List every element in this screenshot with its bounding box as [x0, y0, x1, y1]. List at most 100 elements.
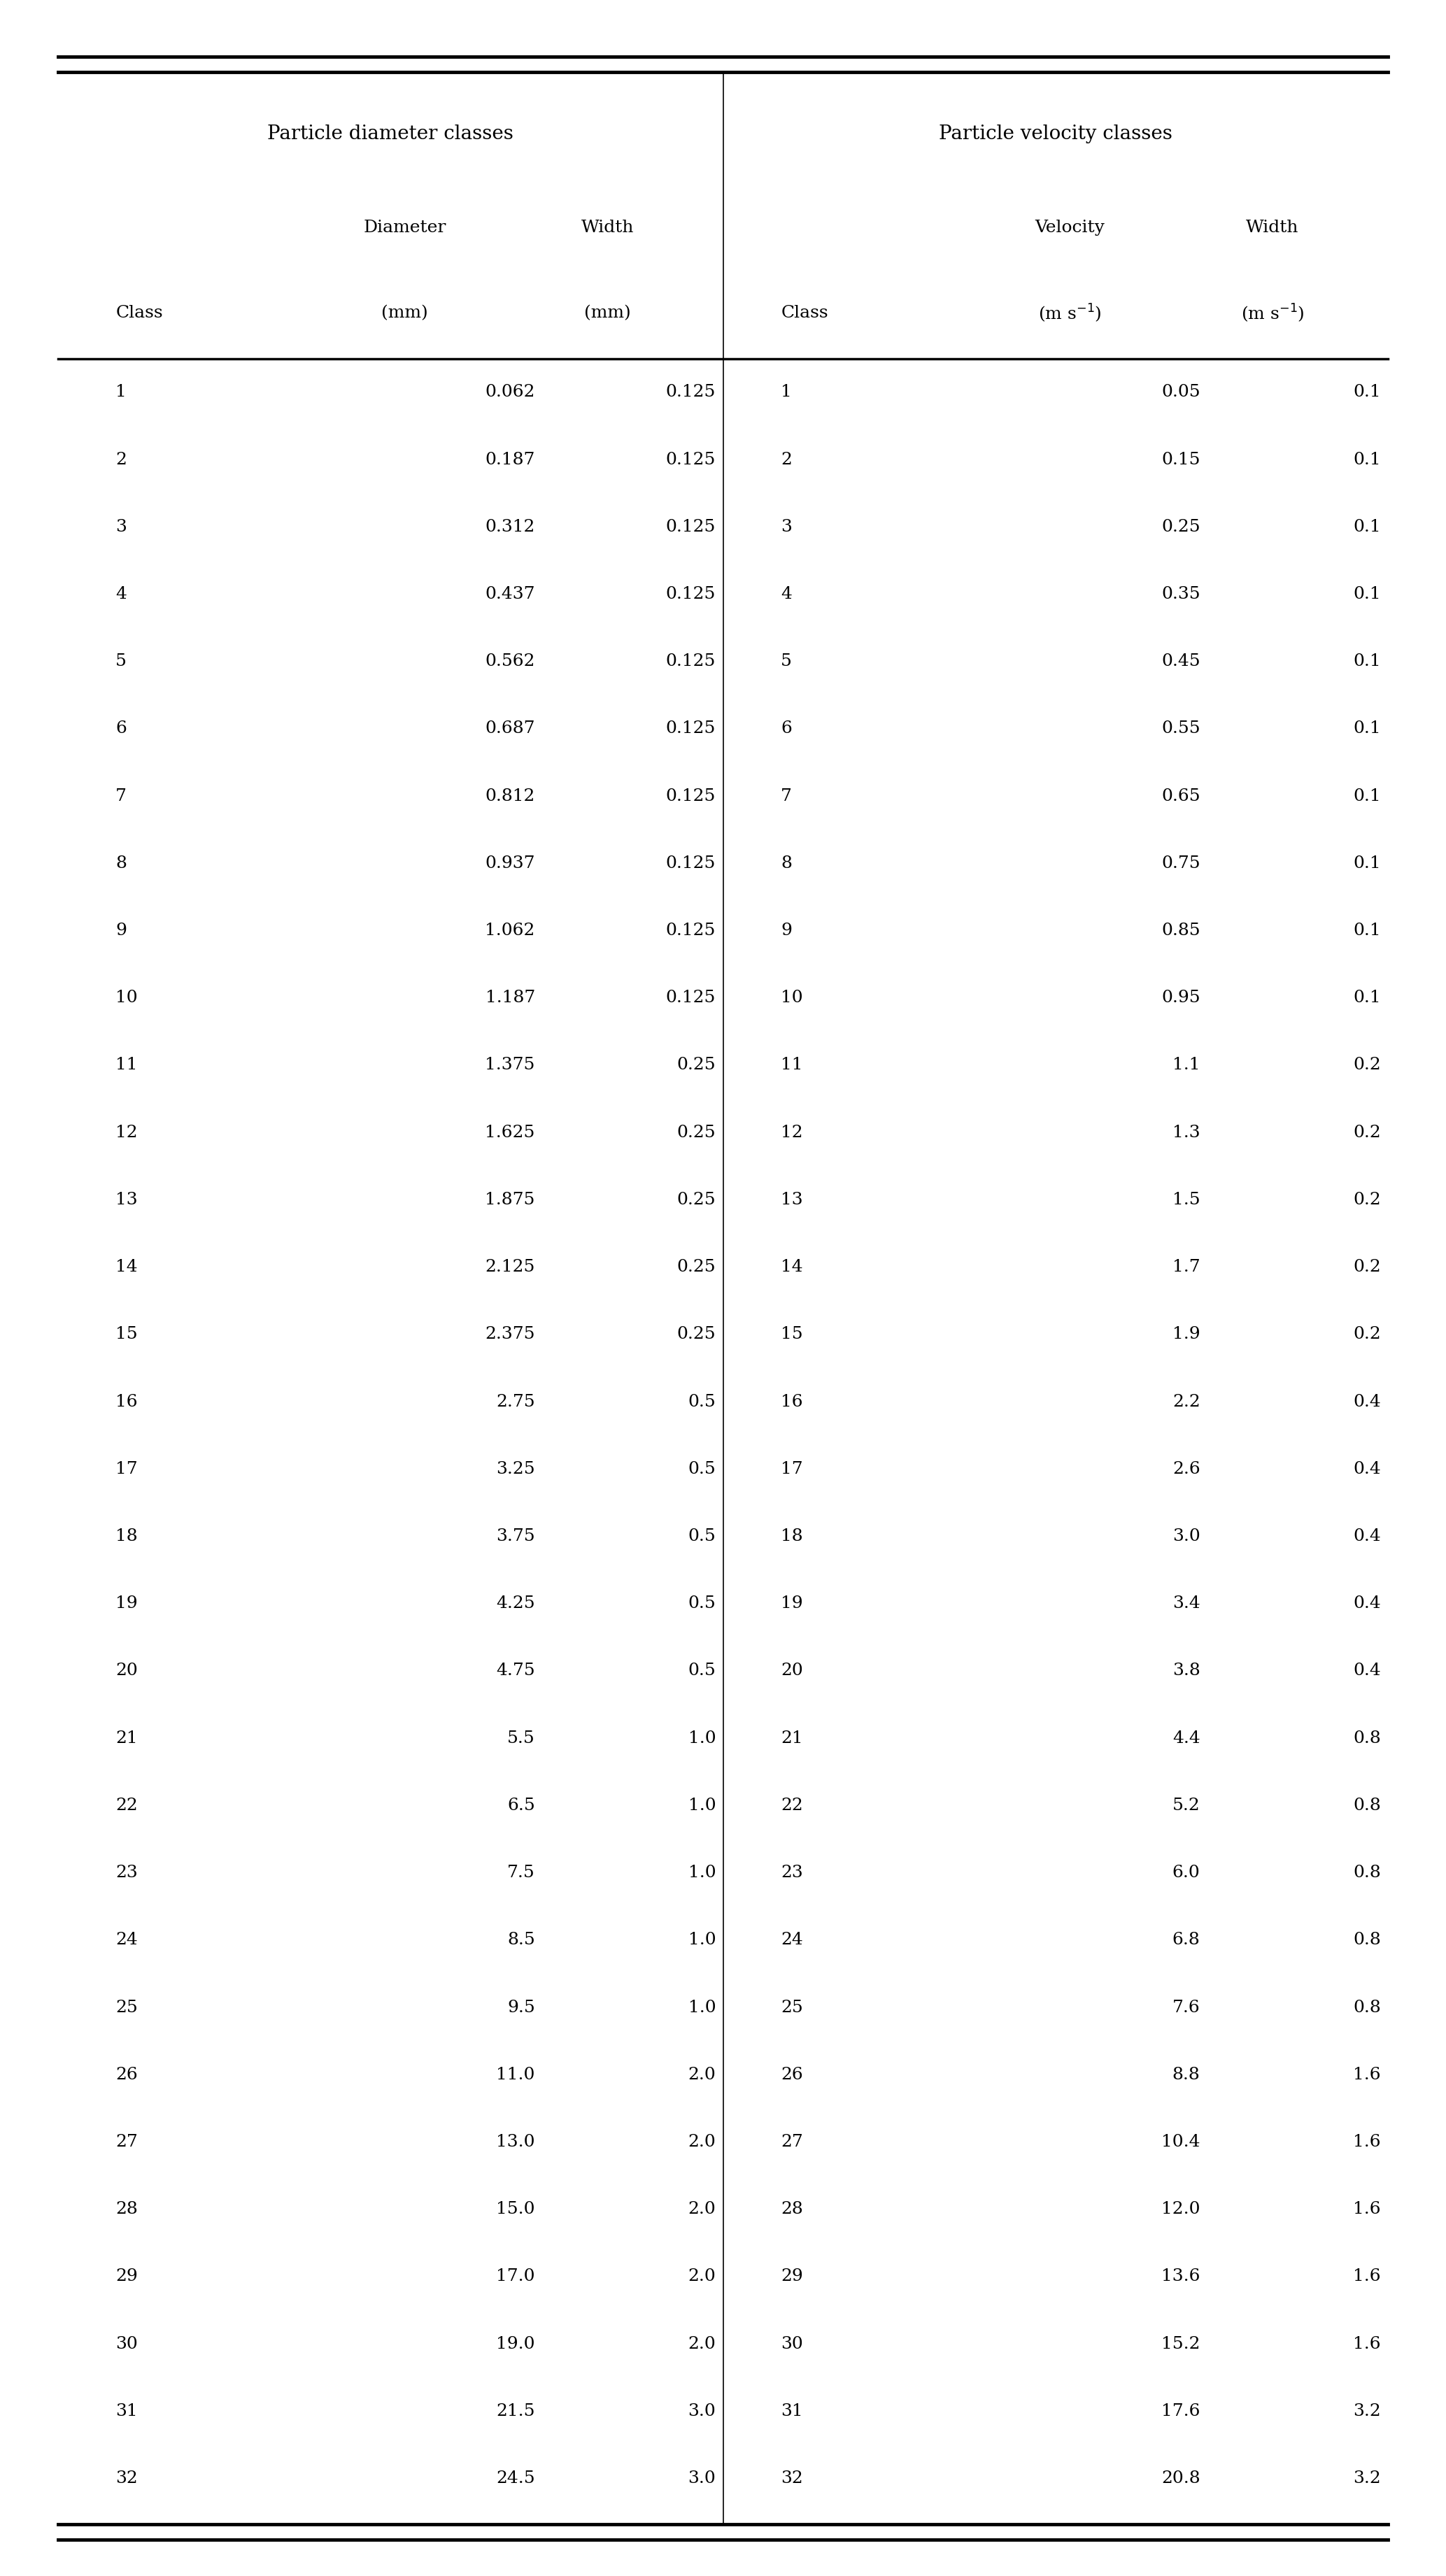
Text: 0.85: 0.85 — [1161, 922, 1200, 938]
Text: 2.6: 2.6 — [1173, 1461, 1200, 1476]
Text: 25: 25 — [116, 1999, 137, 2014]
Text: 32: 32 — [781, 2470, 803, 2486]
Text: 2.2: 2.2 — [1173, 1394, 1200, 1409]
Text: 1.0: 1.0 — [688, 1865, 716, 1880]
Text: 25: 25 — [781, 1999, 803, 2014]
Text: 19.0: 19.0 — [496, 2336, 535, 2352]
Text: 8.5: 8.5 — [508, 1932, 535, 1947]
Text: 0.1: 0.1 — [1353, 989, 1381, 1007]
Text: (mm): (mm) — [584, 304, 630, 322]
Text: 0.15: 0.15 — [1161, 451, 1200, 469]
Text: 0.35: 0.35 — [1161, 587, 1200, 603]
Text: 5: 5 — [781, 654, 792, 670]
Text: 10: 10 — [116, 989, 137, 1007]
Text: 0.125: 0.125 — [665, 922, 716, 938]
Text: (m s$^{-1}$): (m s$^{-1}$) — [1038, 301, 1102, 325]
Text: 29: 29 — [781, 2269, 803, 2285]
Text: 0.25: 0.25 — [677, 1327, 716, 1342]
Text: 8: 8 — [781, 855, 792, 871]
Text: 17: 17 — [116, 1461, 137, 1476]
Text: 12: 12 — [781, 1126, 803, 1141]
Text: 5.2: 5.2 — [1173, 1798, 1200, 1814]
Text: 0.55: 0.55 — [1161, 721, 1200, 737]
Text: 1.875: 1.875 — [484, 1193, 535, 1208]
Text: 2.0: 2.0 — [688, 2202, 716, 2218]
Text: 0.8: 0.8 — [1353, 1798, 1381, 1814]
Text: 0.062: 0.062 — [484, 384, 535, 399]
Text: 15.0: 15.0 — [496, 2202, 535, 2218]
Text: 2.0: 2.0 — [688, 2269, 716, 2285]
Text: 9.5: 9.5 — [508, 1999, 535, 2014]
Text: 0.8: 0.8 — [1353, 1731, 1381, 1747]
Text: 29: 29 — [116, 2269, 137, 2285]
Text: 4: 4 — [116, 587, 127, 603]
Text: 22: 22 — [116, 1798, 137, 1814]
Text: 7.5: 7.5 — [508, 1865, 535, 1880]
Text: 14: 14 — [781, 1260, 803, 1275]
Text: 18: 18 — [116, 1528, 137, 1546]
Text: 0.8: 0.8 — [1353, 1865, 1381, 1880]
Text: 0.4: 0.4 — [1353, 1595, 1381, 1613]
Text: 20: 20 — [116, 1664, 137, 1680]
Text: 17.0: 17.0 — [496, 2269, 535, 2285]
Text: 14: 14 — [116, 1260, 137, 1275]
Text: 0.125: 0.125 — [665, 721, 716, 737]
Text: 1.187: 1.187 — [486, 989, 535, 1007]
Text: 1.0: 1.0 — [688, 1731, 716, 1747]
Text: 0.4: 0.4 — [1353, 1394, 1381, 1409]
Text: 21: 21 — [116, 1731, 137, 1747]
Text: 2.75: 2.75 — [496, 1394, 535, 1409]
Text: 32: 32 — [116, 2470, 137, 2486]
Text: 3.0: 3.0 — [688, 2470, 716, 2486]
Text: 0.125: 0.125 — [665, 989, 716, 1007]
Text: 6: 6 — [781, 721, 792, 737]
Text: (mm): (mm) — [382, 304, 428, 322]
Text: 21.5: 21.5 — [496, 2403, 535, 2419]
Text: 13: 13 — [781, 1193, 803, 1208]
Text: 2.125: 2.125 — [484, 1260, 535, 1275]
Text: 1.7: 1.7 — [1173, 1260, 1200, 1275]
Text: 2.375: 2.375 — [484, 1327, 535, 1342]
Text: 0.5: 0.5 — [688, 1664, 716, 1680]
Text: Particle velocity classes: Particle velocity classes — [938, 124, 1173, 144]
Text: 4: 4 — [781, 587, 792, 603]
Text: 0.2: 0.2 — [1353, 1260, 1381, 1275]
Text: 1.6: 1.6 — [1353, 2133, 1381, 2151]
Text: 0.25: 0.25 — [677, 1126, 716, 1141]
Text: 0.1: 0.1 — [1353, 451, 1381, 469]
Text: 30: 30 — [116, 2336, 137, 2352]
Text: 12: 12 — [116, 1126, 137, 1141]
Text: 1.6: 1.6 — [1353, 2202, 1381, 2218]
Text: 15: 15 — [116, 1327, 137, 1342]
Text: 2.0: 2.0 — [688, 2066, 716, 2084]
Text: 5.5: 5.5 — [508, 1731, 535, 1747]
Text: 19: 19 — [116, 1595, 137, 1613]
Text: 6.8: 6.8 — [1173, 1932, 1200, 1947]
Text: 1.0: 1.0 — [688, 1798, 716, 1814]
Text: 6.0: 6.0 — [1173, 1865, 1200, 1880]
Text: 0.25: 0.25 — [677, 1193, 716, 1208]
Text: 1.6: 1.6 — [1353, 2336, 1381, 2352]
Text: 0.687: 0.687 — [484, 721, 535, 737]
Text: 0.1: 0.1 — [1353, 922, 1381, 938]
Text: 1.9: 1.9 — [1173, 1327, 1200, 1342]
Text: 9: 9 — [781, 922, 792, 938]
Text: 0.2: 0.2 — [1353, 1193, 1381, 1208]
Text: 0.75: 0.75 — [1161, 855, 1200, 871]
Text: 0.4: 0.4 — [1353, 1461, 1381, 1476]
Text: 3.0: 3.0 — [1173, 1528, 1200, 1546]
Text: 3.0: 3.0 — [688, 2403, 716, 2419]
Text: 2: 2 — [116, 451, 127, 469]
Text: 19: 19 — [781, 1595, 803, 1613]
Text: 0.125: 0.125 — [665, 384, 716, 399]
Text: 0.2: 0.2 — [1353, 1056, 1381, 1074]
Text: 0.187: 0.187 — [484, 451, 535, 469]
Text: 0.25: 0.25 — [677, 1056, 716, 1074]
Text: 2.0: 2.0 — [688, 2336, 716, 2352]
Text: 5: 5 — [116, 654, 127, 670]
Text: 7: 7 — [116, 788, 127, 804]
Text: 0.937: 0.937 — [484, 855, 535, 871]
Text: 0.125: 0.125 — [665, 654, 716, 670]
Text: 16: 16 — [116, 1394, 137, 1409]
Text: 1: 1 — [781, 384, 792, 399]
